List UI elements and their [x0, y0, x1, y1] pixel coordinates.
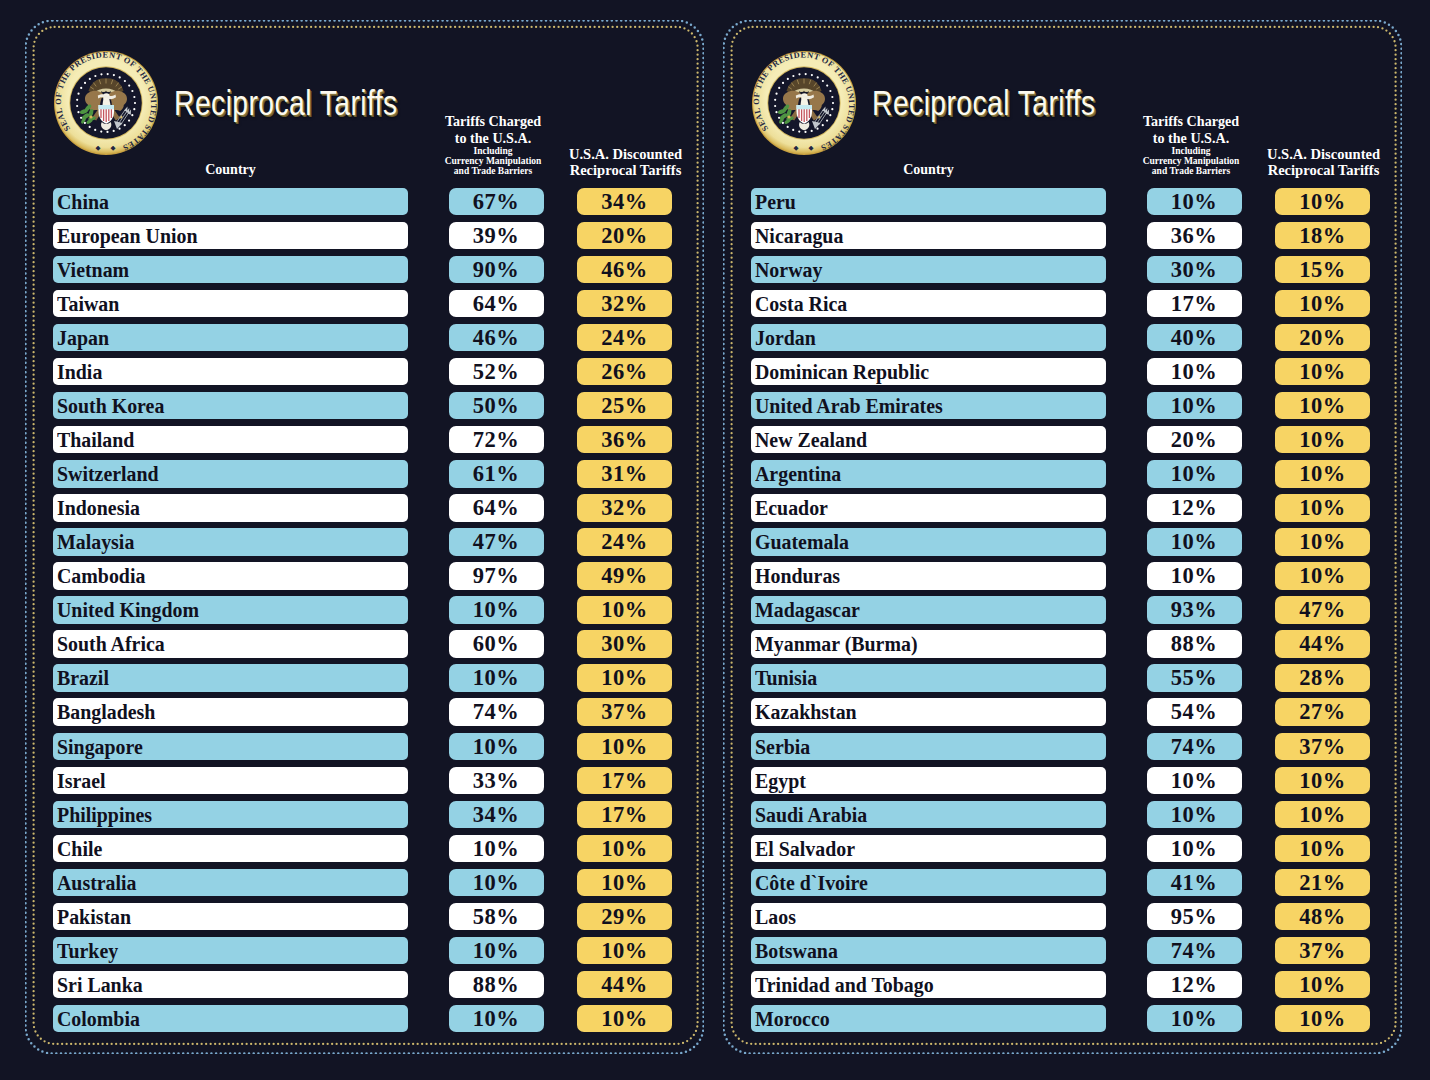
svg-text:◆: ◆: [809, 144, 814, 151]
svg-text:◆: ◆: [96, 144, 101, 151]
svg-text:◆: ◆: [111, 144, 116, 151]
svg-text:◆: ◆: [794, 144, 799, 151]
